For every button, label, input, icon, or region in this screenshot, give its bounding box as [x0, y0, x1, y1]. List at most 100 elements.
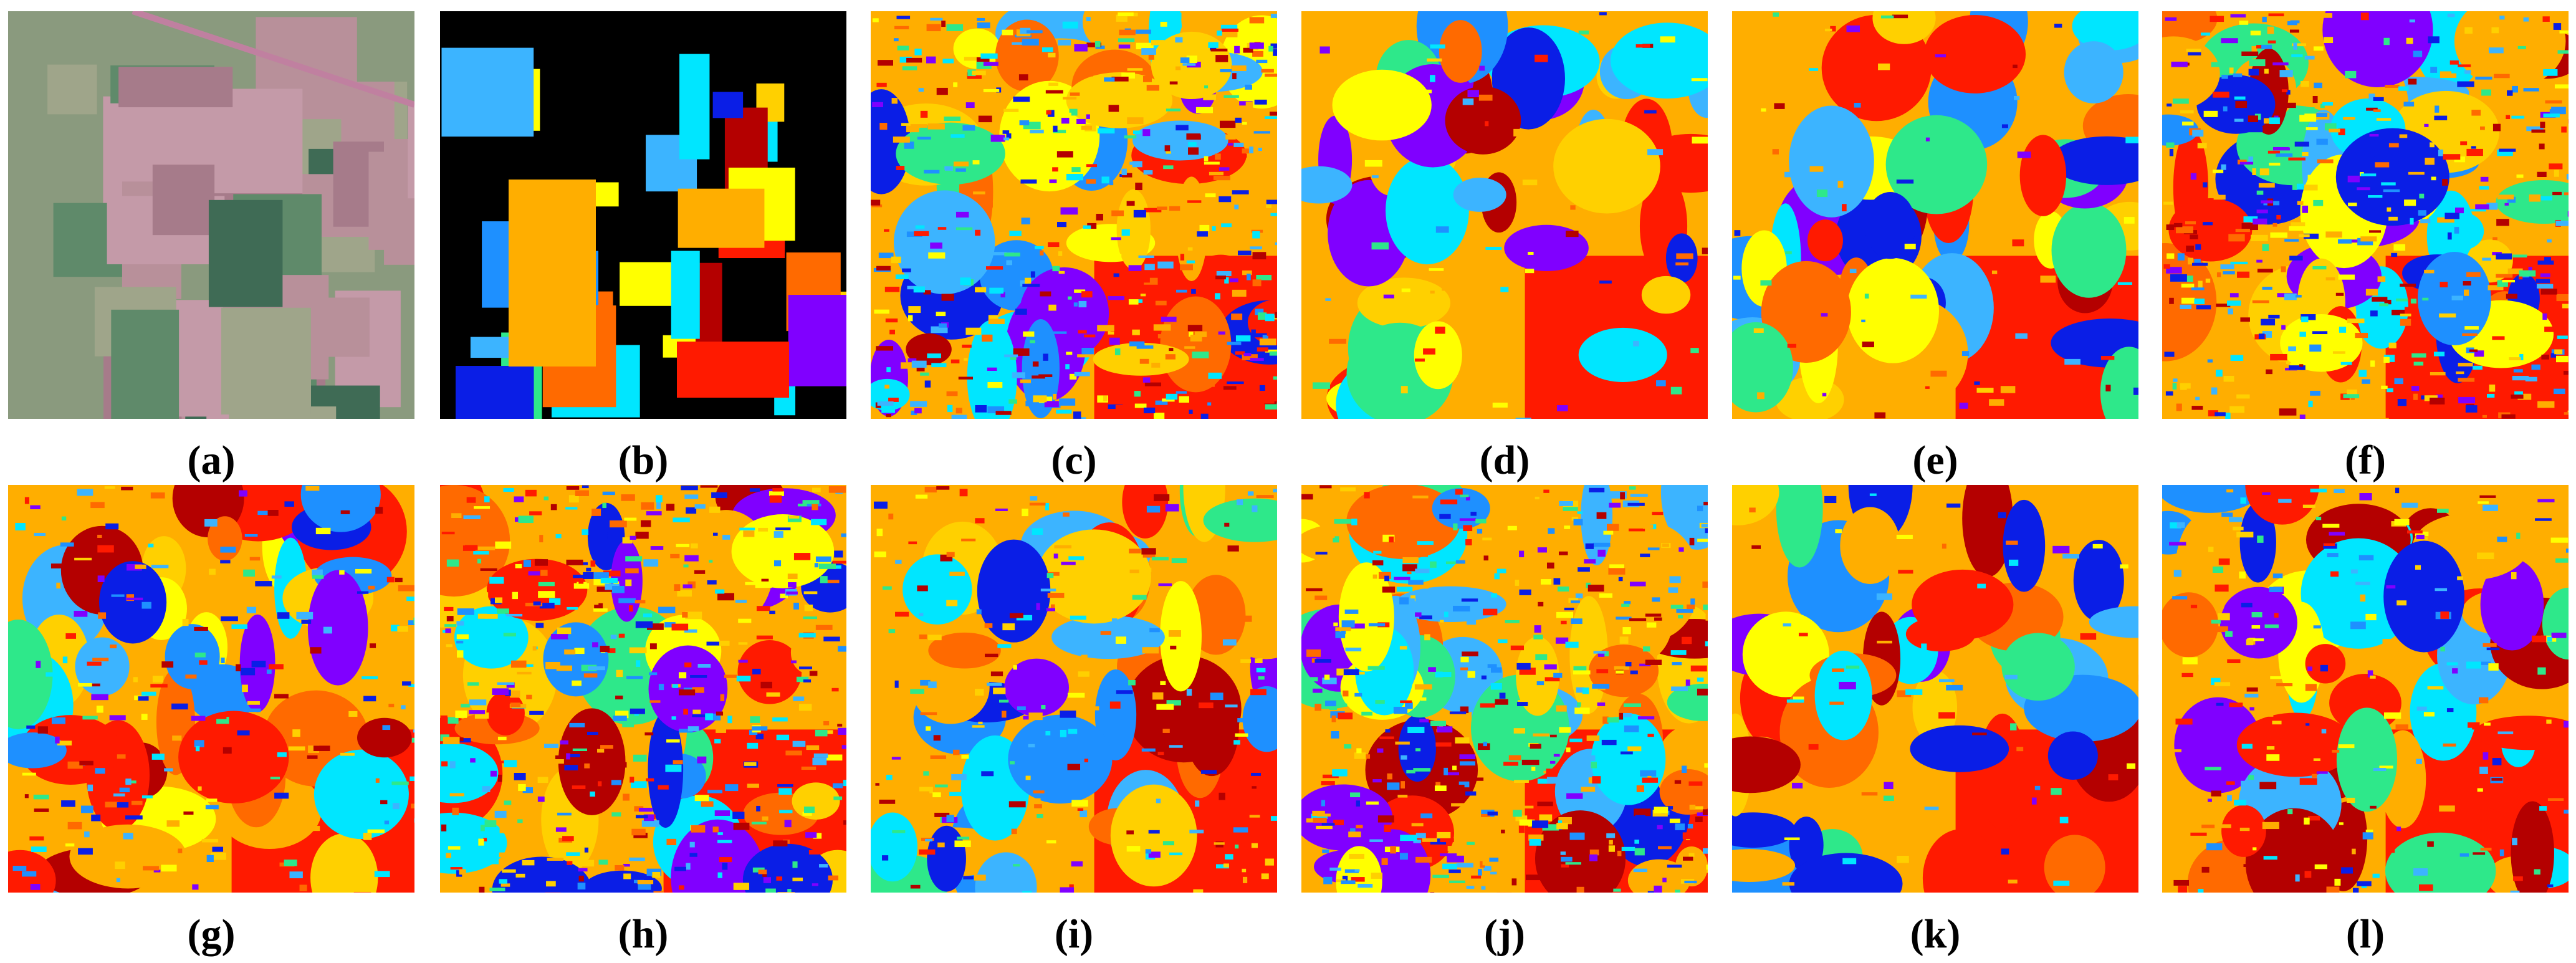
noise: [1025, 775, 1031, 780]
noise: [2483, 752, 2489, 760]
noise: [1432, 874, 1449, 878]
noise: [1386, 776, 1399, 782]
noise: [1264, 116, 1277, 119]
noise: [444, 606, 454, 611]
noise: [2375, 162, 2390, 168]
noise: [1219, 120, 1236, 128]
region: [492, 856, 592, 893]
noise: [483, 649, 490, 654]
noise: [2486, 647, 2500, 651]
noise: [2504, 822, 2512, 830]
region: [1301, 343, 1355, 380]
noise: [1331, 703, 1348, 707]
noise: [2516, 174, 2524, 178]
noise: [590, 560, 596, 567]
noise: [1230, 65, 1247, 71]
noise: [1127, 117, 1144, 125]
noise: [1556, 823, 1568, 830]
noise: [1058, 740, 1065, 744]
noise: [1561, 856, 1573, 862]
noise: [1086, 17, 1091, 22]
noise: [1378, 572, 1391, 579]
noise: [1017, 166, 1028, 171]
noise: [2214, 682, 2231, 686]
noise: [2369, 133, 2379, 137]
noise: [634, 600, 646, 604]
noise: [2497, 194, 2514, 199]
noise: [963, 876, 974, 879]
noise: [2272, 223, 2277, 227]
noise: [1232, 73, 1237, 80]
noise: [2315, 517, 2322, 520]
noise: [242, 582, 253, 587]
noise: [750, 716, 760, 723]
noise: [2054, 24, 2062, 28]
noise: [1013, 665, 1017, 670]
noise: [2503, 42, 2511, 47]
noise: [495, 597, 503, 603]
noise: [1259, 385, 1265, 391]
noise: [1166, 108, 1181, 112]
noise: [1022, 39, 1039, 46]
noise: [694, 806, 699, 813]
noise: [2370, 360, 2375, 367]
noise: [2480, 848, 2492, 851]
noise: [2491, 27, 2499, 34]
noise: [1138, 255, 1154, 259]
noise: [611, 812, 621, 817]
noise: [776, 734, 790, 740]
noise: [940, 554, 953, 562]
noise: [474, 712, 489, 719]
noise: [1543, 770, 1548, 774]
noise: [1516, 702, 1528, 706]
noise: [1157, 206, 1167, 210]
noise: [1026, 30, 1043, 34]
noise: [2506, 294, 2517, 299]
noise: [2308, 400, 2313, 408]
noise: [769, 495, 782, 503]
noise: [1481, 675, 1487, 680]
noise: [2534, 869, 2540, 875]
noise: [643, 613, 653, 618]
noise: [1243, 47, 1253, 53]
noise: [1678, 615, 1683, 619]
noise: [1227, 342, 1242, 345]
noise: [2211, 387, 2218, 395]
region: [1453, 178, 1506, 212]
noise: [60, 542, 74, 547]
noise: [1128, 299, 1139, 305]
noise: [987, 382, 1003, 388]
noise: [877, 401, 894, 406]
noise: [1543, 489, 1549, 493]
region: [1004, 658, 1070, 717]
noise: [1550, 760, 1556, 764]
noise: [1702, 247, 1708, 254]
noise: [910, 401, 927, 407]
noise: [1143, 170, 1153, 175]
noise: [2507, 90, 2513, 96]
noise: [1835, 529, 1842, 534]
noise: [2272, 146, 2290, 151]
noise: [679, 689, 696, 696]
noise: [1313, 817, 1327, 823]
noise: [1371, 242, 1389, 250]
region: [871, 812, 918, 882]
noise: [1319, 46, 1330, 54]
noise: [1168, 630, 1181, 637]
noise: [1624, 601, 1631, 605]
noise: [1408, 580, 1424, 585]
noise: [2218, 613, 2230, 621]
noise: [2292, 43, 2307, 47]
noise: [2249, 59, 2266, 67]
noise: [2274, 613, 2279, 618]
noise: [1071, 800, 1088, 807]
noise: [1782, 882, 1795, 886]
noise: [888, 629, 896, 633]
noise: [2308, 13, 2319, 18]
noise: [1009, 613, 1023, 618]
noise: [670, 553, 680, 558]
noise: [1643, 646, 1650, 652]
noise: [1577, 511, 1583, 514]
noise: [499, 879, 507, 884]
noise: [1354, 869, 1360, 872]
